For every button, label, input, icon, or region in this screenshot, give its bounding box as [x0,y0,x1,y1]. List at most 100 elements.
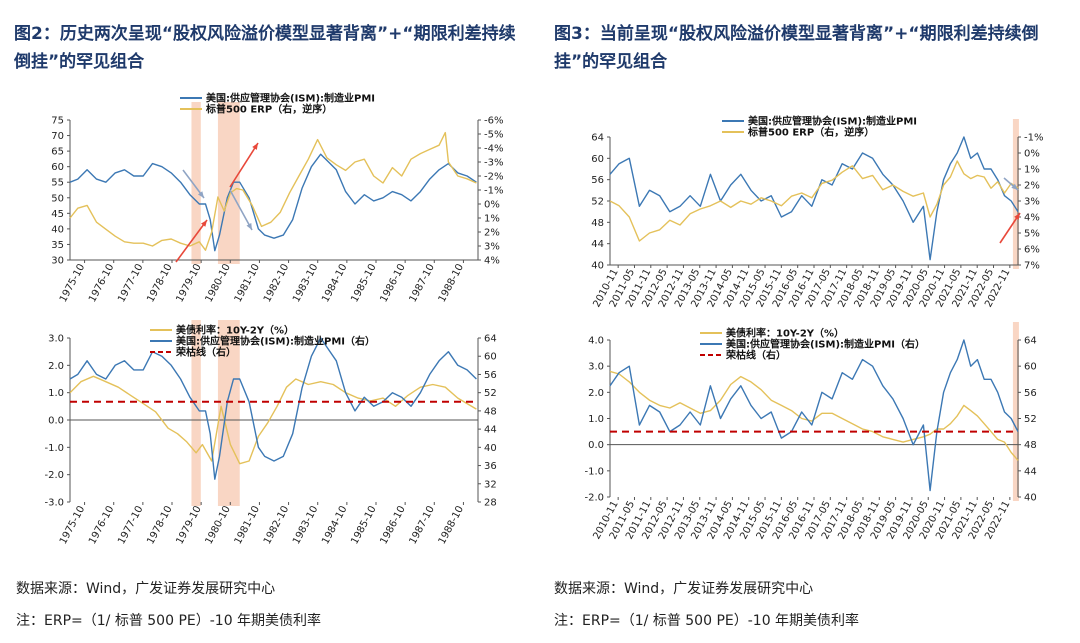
left-tick-label: 35 [51,240,64,251]
legend-entry: 美债利率：10Y-2Y（%） [176,324,294,337]
shaded-period-2 [217,320,240,506]
trend-arrow-head [1011,183,1018,190]
right-tick-label: 4% [484,256,500,267]
right-tick-label: -4% [484,144,503,155]
right-tick-label: 3% [484,242,500,253]
left-tick-label: -2.0 [44,470,64,481]
left-tick-label: 40 [591,261,604,272]
series-line-1 [609,370,1019,461]
legend-entry: 美国:供应管理协会(ISM):制造业PMI [206,92,375,105]
legend-entry: 美债利率：10Y-2Y（%） [726,327,844,340]
x-tick-label: 1982-10 [262,504,291,546]
left-tick-label: 4.0 [588,336,604,347]
left-tick-label: 48 [591,218,604,229]
x-tick-label: 1977-10 [116,262,145,304]
right-tick-label: 40 [484,443,497,454]
left-tick-label: 65 [51,147,64,158]
x-tick-label: 1983-10 [291,504,320,546]
right-tick-label: 44 [1024,466,1037,477]
left-tick-label: 60 [591,154,604,165]
shaded-period-1 [191,102,201,264]
x-tick-label: 1978-10 [145,504,174,546]
x-tick-label: 1975-10 [58,504,87,546]
right-tick-label: 0% [484,200,500,211]
right-tick-label: 5% [1024,229,1040,240]
figure-2-note: 注：ERP=（1/ 标普 500 PE）-10 年期美债利率 [16,613,322,629]
left-tick-label: 1.0 [48,388,64,399]
left-tick-label: -2.0 [584,493,604,504]
x-tick-label: 1983-10 [291,262,320,304]
series-line-2 [609,339,1019,492]
right-tick-label: -2% [484,172,503,183]
shaded-period-1 [191,320,201,506]
right-tick-label: 60 [484,352,497,363]
left-tick-label: 2.0 [588,388,604,399]
shaded-period-2 [217,102,240,264]
chart-3: 404448525660647%6%5%4%3%2%1%0%-1%2010-11… [591,115,1043,310]
chart-2: -3.0 -2.0 -1.0 0.0 1.0 2.0 3.0 28 32 36 40 44 48 52 56… [44,320,497,546]
legend-entry: 美国:供应管理协会(ISM):制造业PMI [748,115,917,128]
series-line-1 [69,375,477,465]
trend-arrow [175,219,208,263]
right-tick-label: 52 [484,388,497,399]
series-line-2 [69,337,477,480]
x-tick-label: 1987-10 [408,262,437,304]
series-line-1 [609,136,1019,261]
x-tick-label: 1979-10 [174,504,203,546]
trend-arrow-head [246,223,252,230]
left-tick-label: 56 [591,175,604,186]
legend-entry: 美国:供应管理协会(ISM):制造业PMI（右） [726,338,925,351]
figure-3-title: 图3：当前呈现“股权风险溢价模型显著背离”+“期限利差持续倒挂”的罕见组合 [554,24,1039,72]
left-tick-label: 75 [51,116,64,127]
left-tick-label: -1.0 [44,443,64,454]
left-tick-label: 3.0 [588,362,604,373]
right-tick-label: 32 [484,479,497,490]
right-tick-label: 64 [1024,336,1037,347]
x-tick-label: 1987-10 [408,504,437,546]
x-tick-label: 1976-10 [87,262,116,304]
left-tick-label: 2.0 [48,361,64,372]
right-tick-label: -5% [484,130,503,141]
x-tick-label: 1975-10 [58,262,87,304]
left-tick-label: 44 [591,239,604,250]
x-tick-label: 1980-10 [204,262,233,304]
shaded-period-1 [1012,119,1019,269]
left-tick-label: 52 [591,197,604,208]
x-tick-label: 1986-10 [378,504,407,546]
right-tick-label: 0% [1024,149,1040,160]
right-tick-label: -1% [484,186,503,197]
x-tick-label: 1981-10 [233,262,262,304]
left-tick-label: 70 [51,131,64,142]
figure-3-source: 数据来源：Wind，广发证券发展研究中心 [554,581,814,597]
legend-entry: 荣枯线（右） [175,346,236,359]
legend-entry: 标普500 ERP（右，逆序） [205,103,332,116]
right-tick-label: 56 [1024,388,1037,399]
x-tick-label: 1981-10 [233,504,262,546]
trend-arrow-head [252,143,258,150]
legend-entry: 荣枯线（右） [725,349,786,362]
left-tick-label: 40 [51,224,64,235]
left-tick-label: 3.0 [48,334,64,345]
figure-2-title: 图2：历史两次呈现“股权风险溢价模型显著背离”+“期限利差持续倒挂”的罕见组合 [14,24,516,72]
x-tick-label: 1984-10 [320,262,349,304]
right-tick-label: 48 [484,406,497,417]
left-tick-label: -3.0 [44,498,64,509]
left-tick-label: 30 [51,256,64,267]
x-tick-label: 1982-10 [262,262,291,304]
x-tick-label: 1984-10 [320,504,349,546]
right-tick-label: 2% [484,228,500,239]
right-tick-label: 44 [484,425,497,436]
x-tick-label: 1979-10 [174,262,203,304]
legend-entry: 标普500 ERP（右，逆序） [747,126,874,139]
x-tick-label: 1980-10 [204,504,233,546]
chart-1: 30 35 40 45 50 55 60 65 70 75 4% 3% 2% 1% 0% -1% -2% -3% -… [51,92,503,305]
right-tick-label: 40 [1024,493,1037,504]
right-tick-label: 56 [484,370,497,381]
right-tick-label: 6% [1024,245,1040,256]
left-tick-label: 60 [51,162,64,173]
left-tick-label: 45 [51,209,64,220]
series-line-2 [609,160,1019,242]
right-tick-label: 7% [1024,261,1040,272]
right-tick-label: 2% [1024,181,1040,192]
